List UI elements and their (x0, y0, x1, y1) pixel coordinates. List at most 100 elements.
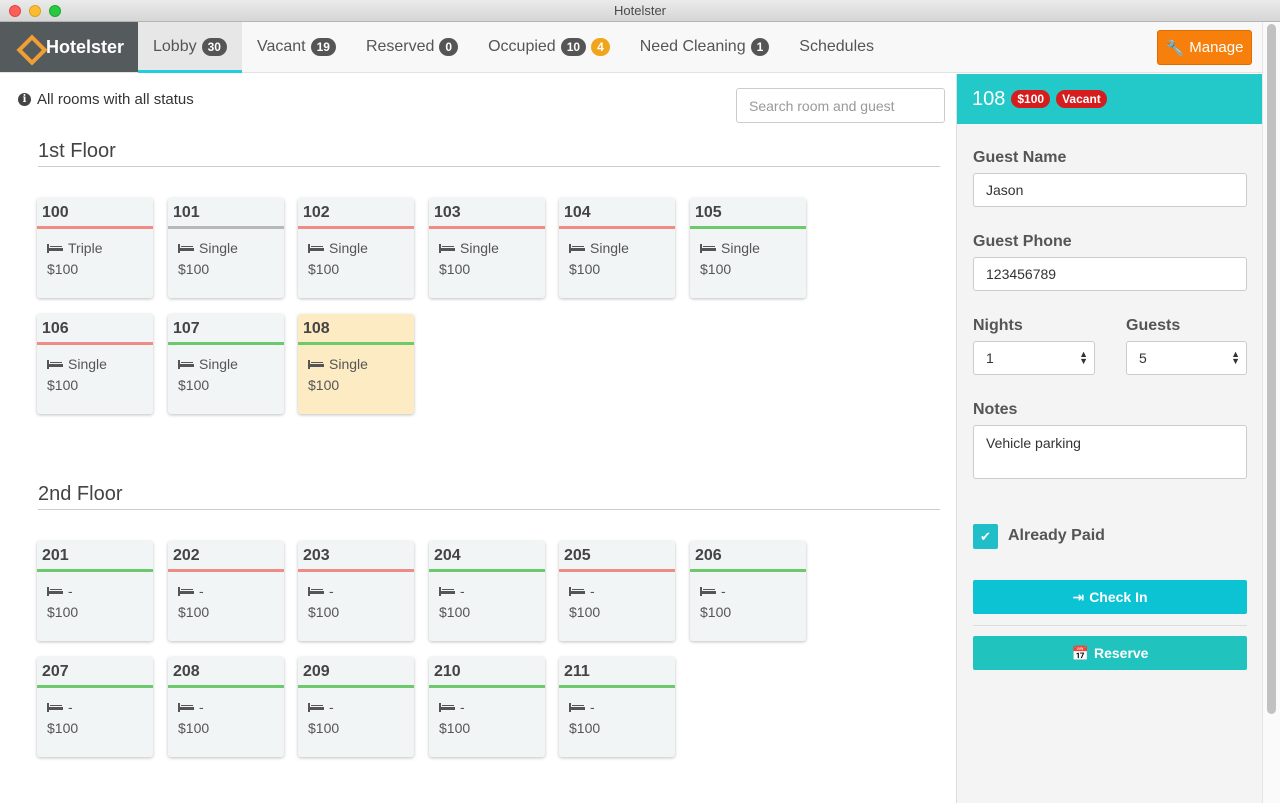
room-price: $100 (308, 377, 340, 393)
room-card[interactable]: 107 Single $100 (168, 314, 284, 414)
room-price: $100 (47, 720, 79, 736)
room-type: - (559, 688, 675, 715)
room-card[interactable]: 102 Single $100 (298, 198, 414, 298)
room-card[interactable]: 101 Single $100 (168, 198, 284, 298)
room-status-bar (690, 569, 806, 572)
room-type-label: - (590, 699, 595, 715)
search-input[interactable] (736, 88, 945, 123)
brand[interactable]: Hotelster (0, 22, 138, 72)
room-card[interactable]: 104 Single $100 (559, 198, 675, 298)
room-status-bar (690, 226, 806, 229)
room-card[interactable]: 206 - $100 (690, 541, 806, 641)
room-type: - (429, 572, 545, 599)
room-number: 209 (303, 663, 330, 680)
room-card[interactable]: 106 Single $100 (37, 314, 153, 414)
guests-select[interactable]: 5 ▲ ▼ (1126, 341, 1247, 375)
room-type: Single (298, 229, 414, 256)
room-price: $100 (308, 720, 340, 736)
room-type-label: Single (329, 240, 368, 256)
tab-need-cleaning[interactable]: Need Cleaning 1 (625, 22, 785, 72)
room-type: - (37, 688, 153, 715)
room-price: $100 (178, 377, 210, 393)
room-card[interactable]: 100 Triple $100 (37, 198, 153, 298)
room-card[interactable]: 202 - $100 (168, 541, 284, 641)
room-card[interactable]: 207 - $100 (37, 657, 153, 757)
room-status-bar (168, 226, 284, 229)
tab-reserved[interactable]: Reserved 0 (351, 22, 473, 72)
room-price: $100 (178, 604, 210, 620)
room-number: 101 (173, 204, 200, 221)
bed-icon (178, 359, 194, 369)
close-window-button[interactable] (9, 5, 21, 17)
room-status-bar (168, 685, 284, 688)
room-card[interactable]: 208 - $100 (168, 657, 284, 757)
room-type: Single (690, 229, 806, 256)
room-number: 104 (564, 204, 591, 221)
room-price: $100 (178, 261, 210, 277)
check-in-button[interactable]: ⇥ Check In (973, 580, 1247, 614)
room-number: 201 (42, 547, 69, 564)
room-type-label: - (68, 583, 73, 599)
bed-icon (439, 243, 455, 253)
room-type: Single (168, 345, 284, 372)
room-card[interactable]: 203 - $100 (298, 541, 414, 641)
scrollbar-thumb[interactable] (1267, 24, 1276, 714)
nights-select[interactable]: 1 ▲ ▼ (973, 341, 1095, 375)
room-price: $100 (439, 604, 471, 620)
room-card[interactable]: 205 - $100 (559, 541, 675, 641)
floor-title: 1st Floor (38, 140, 116, 162)
room-card[interactable]: 108 Single $100 (298, 314, 414, 414)
maximize-window-button[interactable] (49, 5, 61, 17)
warning-count-badge: 4 (591, 38, 610, 56)
room-card[interactable]: 103 Single $100 (429, 198, 545, 298)
tab-vacant[interactable]: Vacant 19 (242, 22, 351, 72)
room-number: 100 (42, 204, 69, 221)
bed-icon (178, 243, 194, 253)
room-card[interactable]: 105 Single $100 (690, 198, 806, 298)
floor-title: 2nd Floor (38, 483, 123, 505)
already-paid-checkbox[interactable]: ✔ (973, 524, 998, 549)
tab-schedules[interactable]: Schedules (784, 22, 889, 72)
reserve-button[interactable]: 📅 Reserve (973, 636, 1247, 670)
room-type: - (298, 688, 414, 715)
room-type: - (559, 572, 675, 599)
count-badge: 1 (750, 38, 770, 56)
floor-divider (38, 509, 940, 510)
room-card[interactable]: 210 - $100 (429, 657, 545, 757)
guest-phone-field[interactable]: 123456789 (973, 257, 1247, 291)
room-type: Single (559, 229, 675, 256)
vertical-scrollbar[interactable] (1262, 22, 1280, 803)
room-status-bar (559, 226, 675, 229)
info-icon: i (18, 93, 31, 106)
guest-name-label: Guest Name (973, 149, 1067, 166)
room-price: $100 (47, 261, 79, 277)
room-status-bar (429, 685, 545, 688)
minimize-window-button[interactable] (29, 5, 41, 17)
detail-room-number: 108 (972, 87, 1006, 110)
manage-button[interactable]: 🔧 Manage (1157, 30, 1252, 65)
checkmark-icon: ✔ (980, 528, 991, 544)
room-type-label: - (199, 583, 204, 599)
room-number: 202 (173, 547, 200, 564)
tab-occupied[interactable]: Occupied 10 4 (473, 22, 625, 72)
room-number: 210 (434, 663, 461, 680)
top-navbar: Hotelster Lobby 30 Vacant 19 Reserved 0 … (0, 22, 1262, 73)
room-price: $100 (700, 604, 732, 620)
room-type: - (690, 572, 806, 599)
room-card[interactable]: 204 - $100 (429, 541, 545, 641)
room-price: $100 (178, 720, 210, 736)
room-type: Triple (37, 229, 153, 256)
room-card[interactable]: 209 - $100 (298, 657, 414, 757)
guest-name-field[interactable]: Jason (973, 173, 1247, 207)
tab-lobby[interactable]: Lobby 30 (138, 22, 242, 73)
room-status-bar (37, 226, 153, 229)
room-card[interactable]: 211 - $100 (559, 657, 675, 757)
room-type: Single (168, 229, 284, 256)
room-type: Single (37, 345, 153, 372)
notes-field[interactable]: Vehicle parking (973, 425, 1247, 479)
room-card[interactable]: 201 - $100 (37, 541, 153, 641)
room-type-label: - (329, 699, 334, 715)
room-number: 203 (303, 547, 330, 564)
tab-label: Lobby (153, 38, 197, 55)
